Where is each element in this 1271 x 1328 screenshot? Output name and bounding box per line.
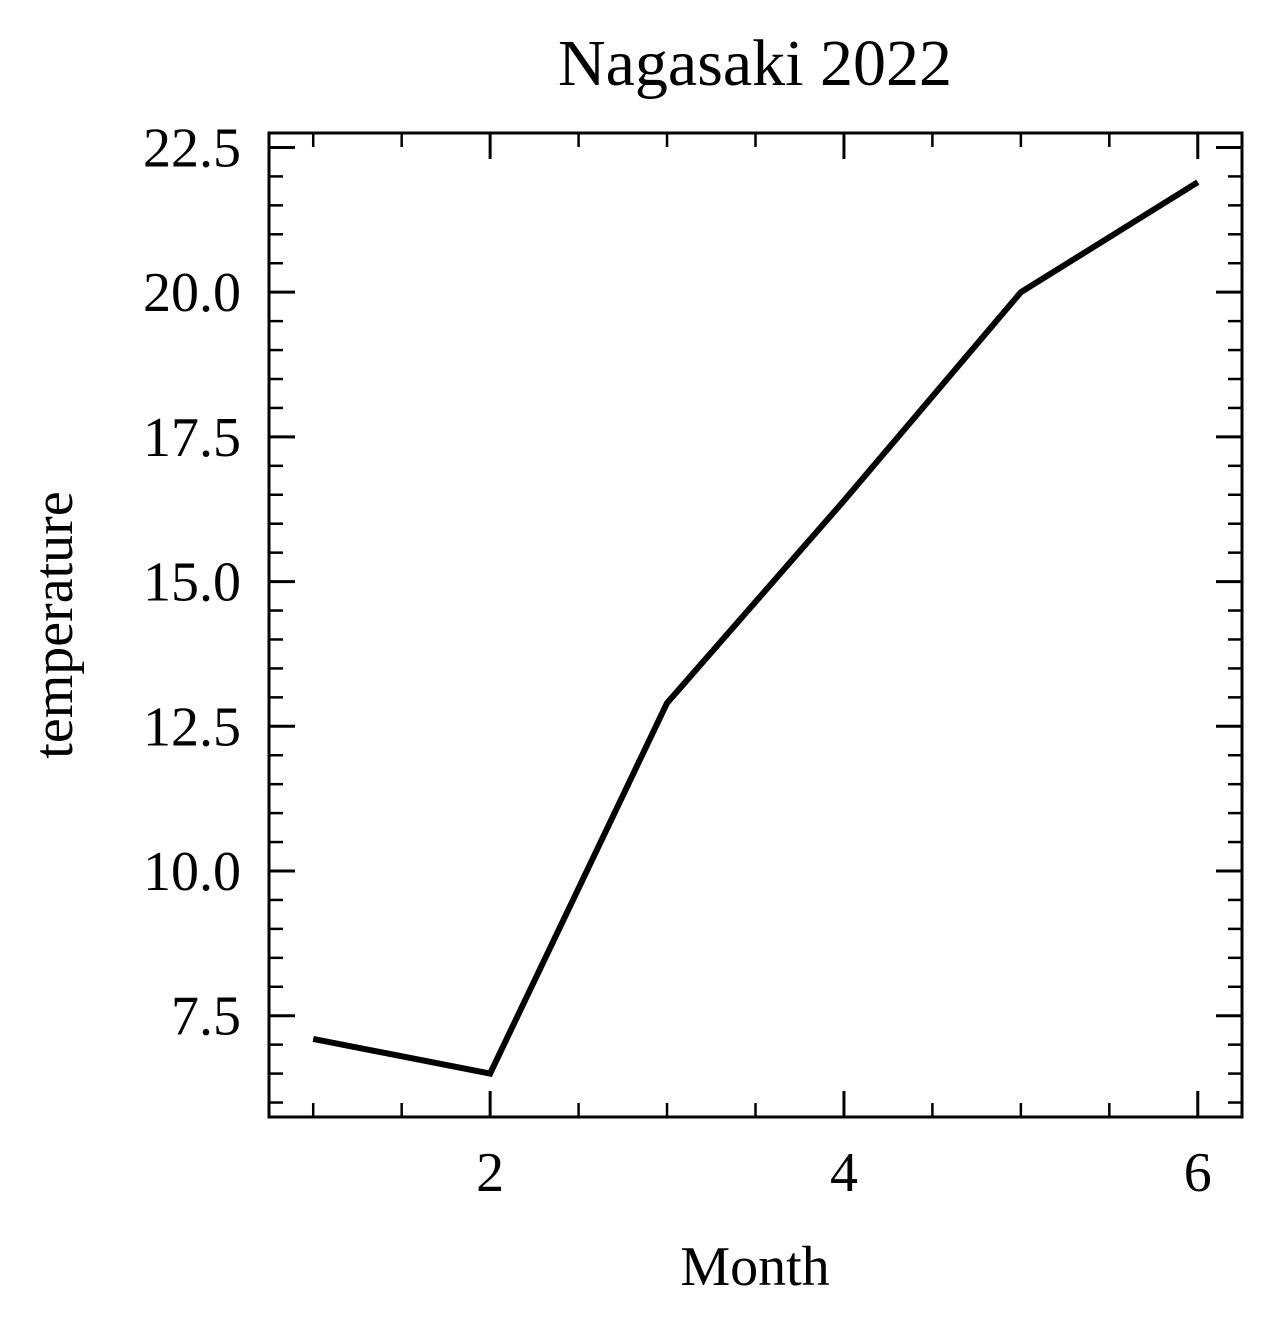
x-axis-tick-labels: 2 4 6 (476, 1142, 1212, 1204)
chart-title: Nagasaki 2022 (558, 27, 952, 100)
y-tick-label: 20.0 (143, 262, 241, 324)
y-tick-label: 7.5 (171, 986, 241, 1048)
x-tick-label: 4 (830, 1142, 858, 1204)
plot-area (267, 131, 1244, 1119)
x-tick-label: 6 (1184, 1142, 1212, 1204)
series-layer (312, 179, 1200, 1077)
y-tick-label: 15.0 (143, 552, 241, 614)
y-tick-label: 17.5 (143, 407, 241, 469)
y-axis-tick-labels: 7.5 10.0 12.5 15.0 17.5 20.0 22.5 (143, 117, 241, 1047)
y-tick-label: 10.0 (143, 841, 241, 903)
y-tick-label: 12.5 (143, 696, 241, 758)
x-axis-ticks (311, 133, 1200, 1117)
x-tick-label: 2 (476, 1142, 504, 1204)
series-line-1 (312, 179, 1200, 1077)
plot-frame (267, 131, 1244, 1119)
x-axis-label: Month (680, 1236, 829, 1298)
y-tick-label: 22.5 (143, 117, 241, 179)
y-axis-label: temperature (23, 491, 85, 758)
y-axis-ticks (269, 145, 1242, 1104)
